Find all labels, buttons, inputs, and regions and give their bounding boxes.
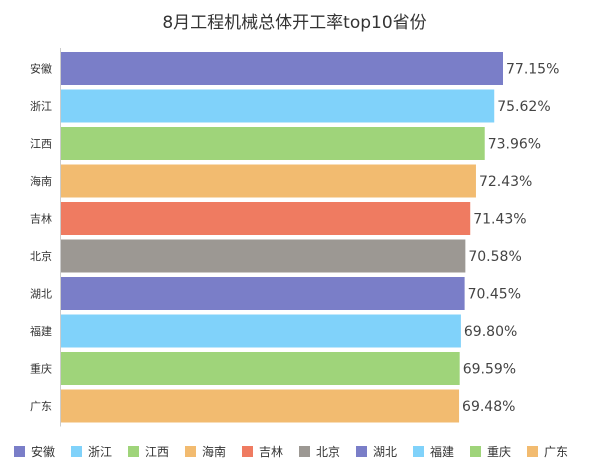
category-label: 安徽 bbox=[30, 62, 52, 76]
chart-title: 8月工程机械总体开工率top10省份 bbox=[162, 13, 427, 33]
legend-swatch bbox=[185, 446, 196, 457]
category-label: 吉林 bbox=[30, 212, 52, 226]
category-label: 北京 bbox=[30, 249, 52, 263]
category-label: 浙江 bbox=[30, 100, 52, 113]
bar-2 bbox=[61, 89, 495, 123]
category-label: 江西 bbox=[30, 138, 52, 151]
bar-4 bbox=[61, 164, 476, 198]
bar-3 bbox=[61, 127, 485, 160]
bar-5 bbox=[61, 202, 471, 235]
bar-9 bbox=[61, 352, 460, 385]
value-label: 69.59% bbox=[463, 362, 516, 378]
value-label: 70.45% bbox=[468, 287, 521, 303]
category-label: 湖北 bbox=[30, 288, 52, 301]
legend-entry: 吉林 bbox=[259, 445, 283, 459]
value-label: 70.58% bbox=[468, 249, 521, 265]
legend-entry: 重庆 bbox=[487, 445, 511, 459]
bar-6 bbox=[61, 239, 466, 273]
category-label: 广东 bbox=[30, 400, 52, 413]
bar-8 bbox=[61, 314, 461, 348]
legend-entry: 江西 bbox=[145, 445, 169, 459]
legend-swatch bbox=[527, 446, 538, 457]
value-label: 77.15% bbox=[506, 62, 559, 78]
legend-swatch bbox=[413, 446, 424, 457]
bars-group bbox=[61, 52, 503, 423]
legend-entry: 海南 bbox=[202, 444, 226, 459]
legend: 安徽 浙江 江西 海南 吉林 北京 湖北 福建 重庆 广东 bbox=[14, 444, 568, 459]
value-label: 72.43% bbox=[479, 174, 532, 190]
category-label: 福建 bbox=[30, 324, 52, 338]
legend-swatch bbox=[14, 446, 25, 457]
legend-entry: 北京 bbox=[316, 445, 340, 459]
category-label: 海南 bbox=[30, 174, 52, 188]
legend-entry: 浙江 bbox=[88, 445, 112, 459]
value-labels-group: 77.15% 75.62% 73.96% 72.43% 71.43% 70.58% 70.4… bbox=[462, 62, 559, 416]
legend-entry: 福建 bbox=[430, 444, 454, 459]
bar-10 bbox=[61, 389, 460, 423]
value-label: 69.48% bbox=[462, 399, 515, 415]
value-label: 71.43% bbox=[473, 212, 526, 228]
legend-swatch bbox=[356, 446, 367, 457]
category-label: 重庆 bbox=[30, 362, 52, 376]
legend-entry: 广东 bbox=[544, 445, 568, 459]
bar-1 bbox=[61, 52, 503, 85]
legend-entry: 安徽 bbox=[31, 444, 55, 459]
legend-swatch bbox=[299, 446, 310, 457]
value-label: 73.96% bbox=[488, 137, 541, 153]
legend-swatch bbox=[71, 446, 82, 457]
value-label: 69.80% bbox=[464, 324, 517, 340]
legend-entry: 湖北 bbox=[373, 444, 397, 459]
bar-7 bbox=[61, 277, 465, 310]
legend-swatch bbox=[242, 446, 253, 457]
value-label: 75.62% bbox=[497, 99, 550, 115]
legend-swatch bbox=[470, 446, 481, 457]
legend-swatch bbox=[128, 446, 139, 457]
